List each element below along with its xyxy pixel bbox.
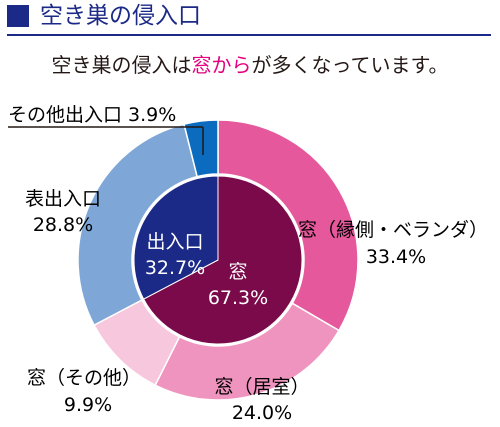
label-entrance-name: 出入口 — [146, 231, 203, 253]
outer-segment-3 — [77, 123, 199, 327]
subtitle: 空き巣の侵入は窓からが多くなっています。 — [0, 52, 500, 78]
label-entrance-value: 32.7% — [145, 257, 205, 279]
label-veranda-value: 33.4% — [366, 246, 426, 268]
inner-pie — [133, 175, 303, 345]
subtitle-prefix: 空き巣の侵入は — [51, 53, 192, 77]
label-window-name: 窓 — [228, 261, 247, 283]
label-other-entrance: その他出入口 3.9% — [8, 104, 176, 126]
label-front-entrance-name: 表出入口 — [25, 188, 101, 210]
outer-segment-4 — [183, 119, 219, 178]
subtitle-highlight: 窓から — [191, 53, 252, 77]
label-front-entrance-value: 28.8% — [33, 214, 93, 236]
label-window-value: 67.3% — [208, 287, 268, 309]
page-title: 空き巣の侵入口 — [40, 3, 201, 29]
header: 空き巣の侵入口 — [0, 0, 500, 38]
label-window-other-value: 9.9% — [64, 394, 112, 416]
inner-segment-0 — [142, 175, 303, 345]
header-square-marker — [7, 5, 29, 27]
label-window-other-name: 窓（その他） — [27, 367, 141, 389]
outer-segment-1 — [154, 302, 340, 401]
header-underline — [7, 34, 491, 36]
label-veranda-name: 窓（縁側・ベランダ） — [298, 219, 488, 241]
inner-segment-1 — [133, 175, 219, 300]
outer-ring — [77, 119, 359, 401]
label-kyoshitsu-name: 窓（居室） — [214, 376, 309, 398]
label-other-entrance-name: その他出入口 — [8, 104, 122, 126]
label-other-entrance-value: 3.9% — [128, 104, 176, 126]
outer-segment-0 — [217, 119, 359, 332]
label-kyoshitsu-value: 24.0% — [232, 402, 292, 424]
subtitle-suffix: が多くなっています。 — [251, 53, 449, 77]
